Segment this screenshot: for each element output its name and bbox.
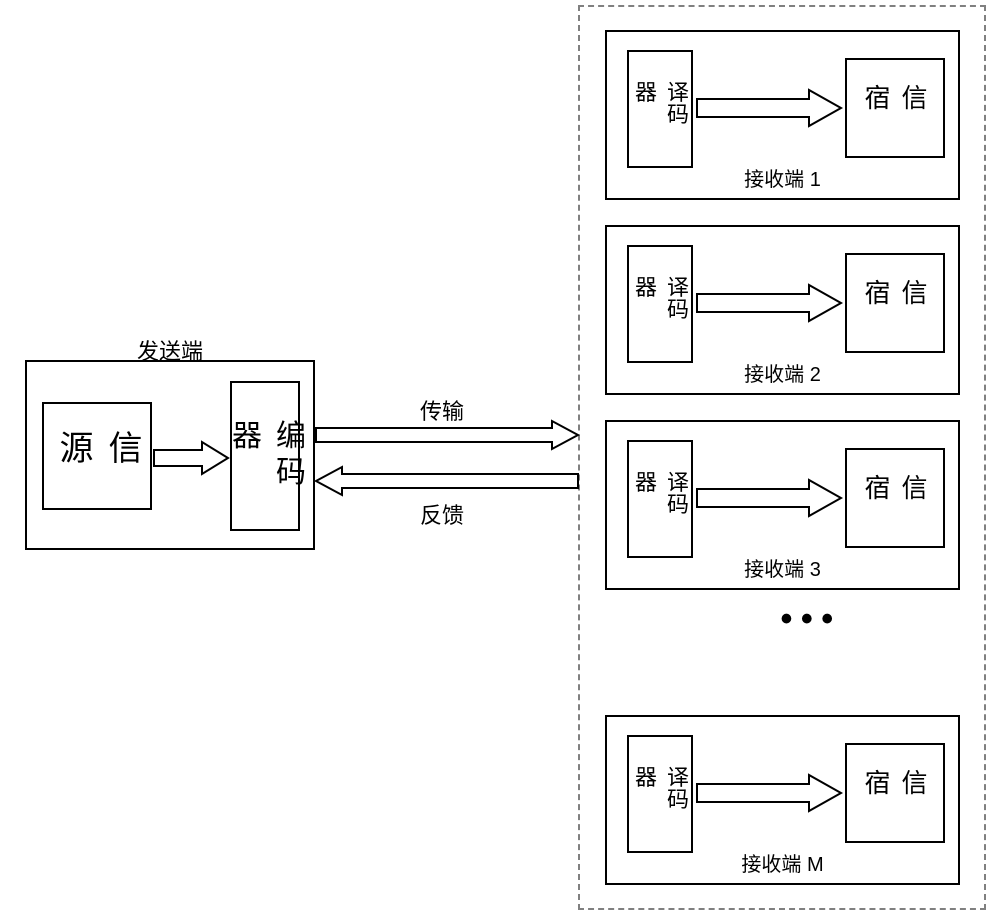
decoder-box: 译码器 <box>627 735 693 853</box>
arrow-decoder-to-sink <box>697 88 841 128</box>
decoder-box: 译码器 <box>627 50 693 168</box>
backward-label: 反馈 <box>420 498 464 530</box>
receiver-caption: 接收端 1 <box>744 163 821 192</box>
sink-box: 信宿 <box>845 253 945 353</box>
sink-label: 信宿 <box>858 474 932 522</box>
arrow-decoder-to-sink <box>697 478 841 518</box>
decoder-label: 译码器 <box>628 276 692 333</box>
arrow-decoder-to-sink <box>697 283 841 323</box>
sender-label: 发送端 <box>137 334 203 366</box>
receiver-caption: 接收端 3 <box>744 553 821 582</box>
arrow-backward <box>316 466 578 496</box>
sink-box: 信宿 <box>845 58 945 158</box>
sink-box: 信宿 <box>845 743 945 843</box>
encoder-label: 编码器 <box>221 420 309 493</box>
receiver-box: 接收端 M 译码器 信宿 <box>605 715 960 885</box>
sink-label: 信宿 <box>858 84 932 132</box>
decoder-label: 译码器 <box>628 766 692 823</box>
sink-box: 信宿 <box>845 448 945 548</box>
diagram-canvas: 发送端 信源 编码器 传输 反馈 接收端 1 译码器 信宿 接收端 2 <box>0 0 1000 915</box>
encoder-box: 编码器 <box>230 381 300 531</box>
arrow-decoder-to-sink <box>697 773 841 813</box>
forward-label: 传输 <box>420 394 464 426</box>
arrow-source-to-encoder <box>154 440 228 476</box>
receiver-box: 接收端 2 译码器 信宿 <box>605 225 960 395</box>
receiver-caption: 接收端 M <box>741 848 823 877</box>
decoder-label: 译码器 <box>628 471 692 528</box>
ellipsis: ••• <box>776 600 837 624</box>
sink-label: 信宿 <box>858 769 932 817</box>
source-box: 信源 <box>42 402 152 510</box>
receiver-box: 接收端 3 译码器 信宿 <box>605 420 960 590</box>
receiver-caption: 接收端 2 <box>744 358 821 387</box>
source-label: 信源 <box>48 430 146 482</box>
decoder-box: 译码器 <box>627 245 693 363</box>
sink-label: 信宿 <box>858 279 932 327</box>
receiver-box: 接收端 1 译码器 信宿 <box>605 30 960 200</box>
decoder-label: 译码器 <box>628 81 692 138</box>
decoder-box: 译码器 <box>627 440 693 558</box>
